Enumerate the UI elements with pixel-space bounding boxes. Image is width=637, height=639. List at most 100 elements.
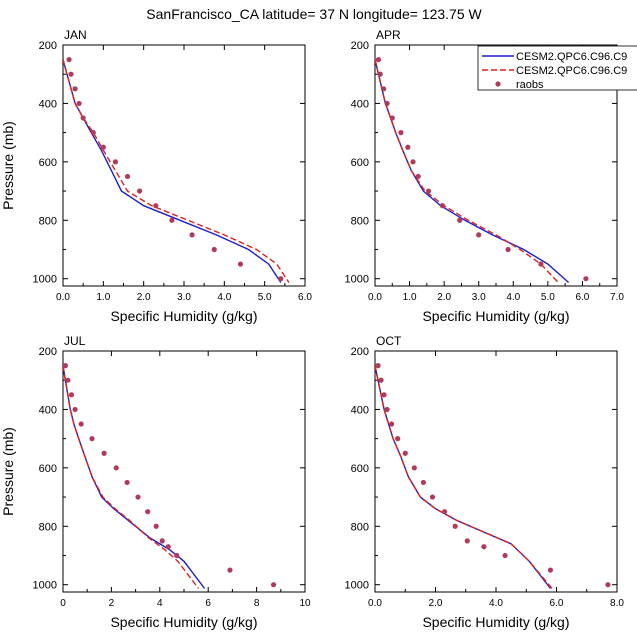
x-tick-label: 8 [254,598,260,609]
y-tick-label: 400 [39,404,57,416]
x-tick-label: 0.0 [368,598,382,609]
x-tick-label: 1.0 [96,292,110,303]
plot-frame [62,44,306,287]
raobs-point [135,494,141,500]
raobs-point [547,567,554,573]
x-tick-label: 10 [299,598,311,609]
x-tick-label: 5.0 [541,292,555,303]
model-solid-line [375,365,552,589]
y-axis-label: Pressure (mb) [0,121,16,210]
x-tick-label: 4.0 [217,292,231,303]
legend-entry-label: raobs [516,79,544,91]
raobs-point [377,71,383,77]
plot-frame [374,350,618,593]
raobs-point [76,100,82,107]
y-tick-label: 800 [351,215,369,227]
raobs-point [384,406,390,413]
x-tick-label: 7.0 [610,292,624,303]
raobs-point [169,217,175,223]
raobs-point [411,465,417,471]
raobs-point [381,392,387,398]
model-dashed-line [375,59,559,283]
y-tick-label: 600 [351,463,369,475]
raobs-point [583,276,589,282]
raobs-point [384,100,390,107]
raobs-point [153,523,159,529]
raobs-point [237,261,244,267]
raobs-point [227,567,233,573]
raobs-point [410,159,416,165]
x-tick-label: 6.0 [550,598,564,609]
y-tick-label: 400 [351,98,369,110]
raobs-point [389,115,395,121]
figure-title: SanFrancisco_CA latitude= 37 N longitude… [146,6,482,22]
raobs-point [66,57,72,63]
raobs-point [464,538,470,544]
raobs-point [481,544,487,550]
raobs-point [538,261,544,267]
raobs-point [63,363,69,369]
series-group [63,363,277,589]
x-tick-label: 4 [157,598,163,609]
raobs-point [89,436,95,442]
raobs-point [159,538,165,544]
x-axis-label: Specific Humidity (g/kg) [422,614,569,630]
y-axis-label: Pressure (mb) [0,427,16,516]
model-solid-line [63,59,282,283]
raobs-point [113,465,119,471]
model-solid-line [375,59,570,284]
legend-marker-swatch [495,81,501,87]
raobs-point [90,130,96,136]
raobs-point [80,115,86,121]
y-tick-label: 200 [351,40,369,52]
raobs-point [101,450,107,456]
raobs-point [375,57,382,63]
raobs-point [405,144,411,150]
raobs-point [112,159,119,165]
y-tick-label: 200 [39,40,57,52]
raobs-point [278,276,284,282]
y-tick-label: 400 [351,404,369,416]
raobs-point [439,203,446,209]
raobs-point [72,86,78,92]
raobs-point [505,246,511,253]
raobs-point [153,203,159,209]
raobs-point [270,582,277,588]
raobs-point [78,421,84,427]
panels: 0.0 1.0 2.0 3.0 4.0 5.0 6.0 200 400 600 800 1000 JAN… [0,28,624,630]
raobs-point [145,509,151,515]
panel-label-jul: JUL [64,334,86,348]
x-tick-label: 5.0 [258,292,272,303]
x-tick-label: 4.0 [506,292,520,303]
raobs-point [425,188,432,194]
raobs-point [420,479,426,486]
raobs-point [68,71,74,77]
model-dashed-line [63,59,290,283]
raobs-point [65,377,71,383]
y-tick-label: 1000 [33,274,57,286]
y-tick-label: 1000 [33,580,57,592]
x-axis-label: Specific Humidity (g/kg) [110,308,257,324]
raobs-point [605,582,611,588]
series-group [375,363,611,589]
x-tick-label: 8.0 [610,598,624,609]
y-tick-label: 600 [39,157,57,169]
raobs-point [395,436,401,442]
raobs-point [378,377,384,383]
raobs-point [389,421,395,427]
x-tick-label: 2.0 [429,598,443,609]
raobs-point [457,217,463,223]
panel-apr: 0.0 1.0 2.0 3.0 4.0 5.0 6.0 7.0 200 400 600 800 1000… [345,28,625,324]
raobs-point [137,188,143,194]
panel-jul: 0 2 4 6 8 10 200 400 600 800 1000 JUL Specific Humid… [0,334,311,630]
raobs-point [402,450,408,456]
model-dashed-line [375,365,553,589]
x-tick-label: 0.0 [56,292,70,303]
raobs-point [124,173,131,180]
raobs-point [211,246,217,253]
x-tick-label: 2.0 [137,292,151,303]
y-tick-label: 400 [39,98,57,110]
raobs-point [398,130,404,136]
y-tick-label: 800 [39,215,57,227]
x-tick-label: 1.0 [403,292,417,303]
